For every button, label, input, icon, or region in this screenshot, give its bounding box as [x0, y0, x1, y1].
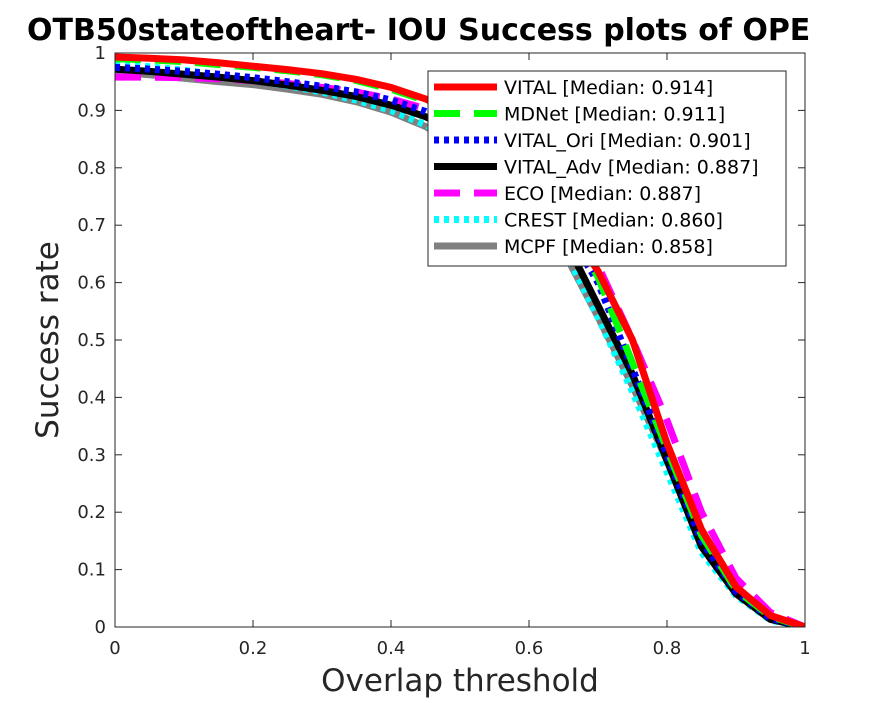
legend-label: VITAL_Adv [Median: 0.887]	[504, 157, 759, 179]
chart-title: OTB50stateoftheart- IOU Success plots of…	[27, 13, 810, 48]
x-tick-label: 0.8	[653, 638, 682, 659]
y-tick-label: 0.3	[77, 445, 106, 466]
y-tick-label: 0.8	[77, 158, 106, 179]
y-tick-label: 0.6	[77, 273, 106, 294]
y-tick-label: 0.7	[77, 215, 106, 236]
x-axis-ticks: 0 0.2 0.4 0.6 0.8 1	[109, 53, 811, 659]
legend: VITAL [Median: 0.914] MDNet [Median: 0.91…	[427, 70, 787, 267]
legend-label: MCPF [Median: 0.858]	[504, 236, 713, 258]
y-tick-label: 0.5	[77, 330, 106, 351]
x-tick-label: 0.2	[239, 638, 268, 659]
x-tick-label: 0	[109, 638, 120, 659]
y-axis-title: Success rate	[30, 241, 66, 439]
y-tick-label: 0.9	[77, 100, 106, 121]
x-axis-title: Overlap threshold	[321, 663, 599, 699]
x-tick-label: 1	[799, 638, 810, 659]
legend-label: ECO [Median: 0.887]	[504, 183, 701, 205]
legend-label: VITAL_Ori [Median: 0.901]	[504, 130, 751, 152]
y-tick-label: 0.2	[77, 502, 106, 523]
y-tick-label: 0	[95, 617, 106, 638]
legend-label: CREST [Median: 0.860]	[504, 210, 723, 232]
y-axis-ticks: 0 0.1 0.2 0.3 0.4 0.5 0.6 0.7 0.8 0.9 1	[77, 43, 805, 638]
legend-label: VITAL [Median: 0.914]	[504, 77, 713, 99]
y-tick-label: 0.1	[77, 560, 106, 581]
x-tick-label: 0.4	[377, 638, 406, 659]
legend-label: MDNet [Median: 0.911]	[504, 104, 725, 126]
y-tick-label: 0.4	[77, 387, 106, 408]
y-tick-label: 1	[95, 43, 106, 64]
x-tick-label: 0.6	[515, 638, 544, 659]
